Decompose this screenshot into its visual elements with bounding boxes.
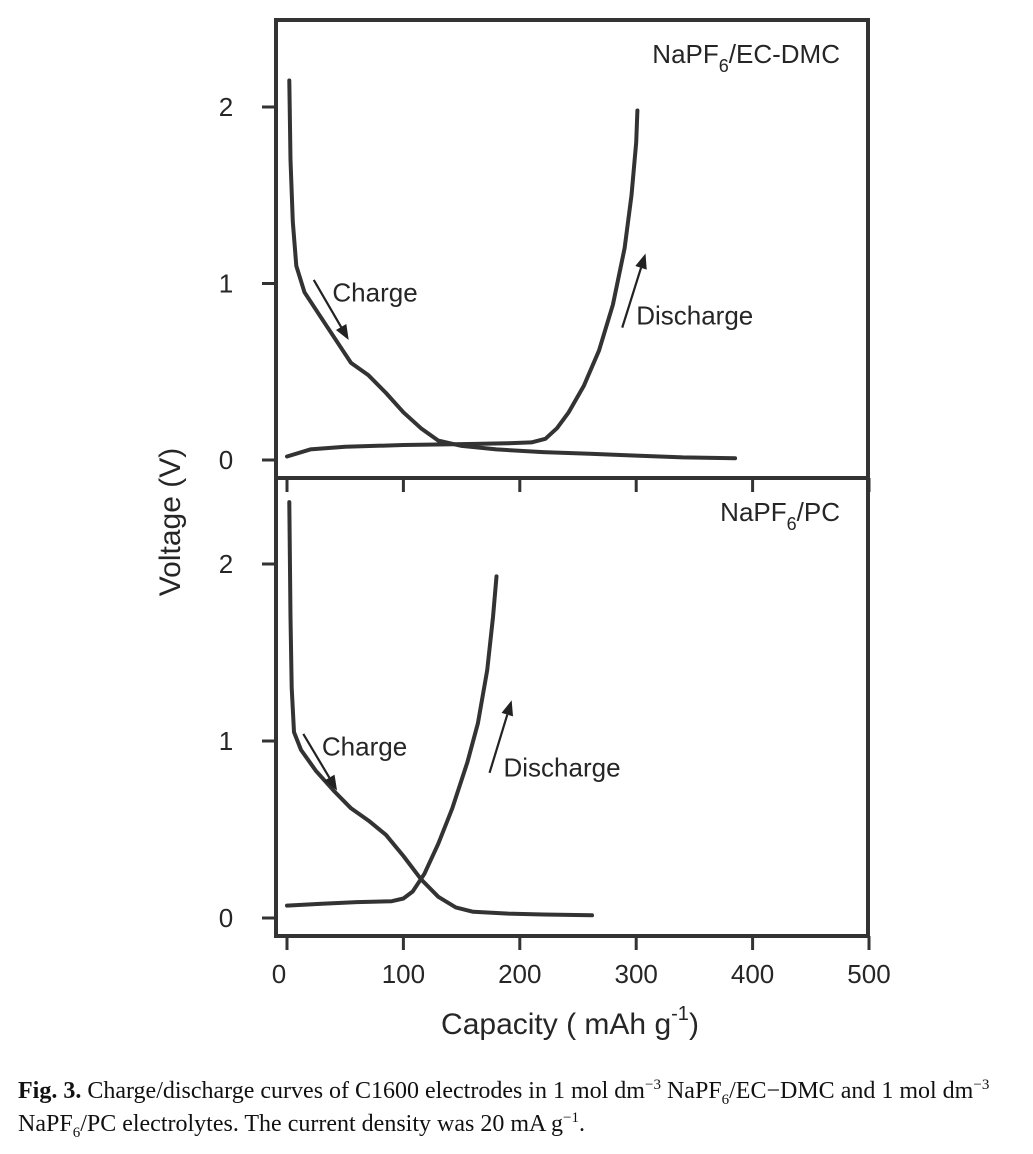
figure-caption: Fig. 3. Charge/discharge curves of C1600…	[18, 1077, 990, 1141]
y-tick-label: 1	[219, 726, 233, 756]
annotation-arrow	[302, 733, 331, 779]
annotation-arrow	[488, 714, 509, 774]
annotation-label: Charge	[322, 731, 407, 761]
annotation-arrow	[312, 279, 343, 328]
panel-label: NaPF6/EC-DMC	[652, 39, 840, 76]
charge-curve	[287, 500, 594, 918]
y-tick-label: 0	[219, 445, 233, 475]
arrow-head	[635, 253, 647, 270]
discharge-curve	[285, 574, 499, 908]
x-tick-label: 300	[615, 959, 658, 989]
y-tick-label: 2	[219, 549, 233, 579]
charge-discharge-figure: 2 1 0 NaPF6/EC-DMC Charge Discharge 2 1 0 NaPF6/…	[154, 18, 891, 1041]
panel-pc: 2 1 0 NaPF6/PC Charge Discharge	[219, 476, 871, 950]
arrow-head	[324, 774, 338, 791]
annotation-label: Discharge	[636, 300, 753, 330]
annotation-arrow	[621, 267, 643, 328]
panel-label: NaPF6/PC	[720, 497, 840, 534]
y-tick-label: 0	[219, 903, 233, 933]
x-tick-label: 500	[847, 959, 890, 989]
y-axis-title: Voltage (V)	[154, 448, 187, 596]
arrow-head	[335, 323, 349, 340]
x-axis: 0 100 200 300 400 500	[272, 959, 891, 989]
x-tick-label: 0	[272, 959, 286, 989]
caption-figure-label: Fig. 3.	[18, 1078, 82, 1104]
x-tick-label: 100	[382, 959, 425, 989]
panel-ec-dmc: 2 1 0 NaPF6/EC-DMC Charge Discharge	[219, 18, 871, 492]
arrow-head	[501, 700, 514, 717]
charge-curve	[287, 78, 738, 461]
panel-frame	[274, 476, 870, 938]
x-axis-title: Capacity ( mAh g-1)	[441, 1003, 699, 1041]
annotation-label: Charge	[332, 277, 417, 307]
y-tick-label: 2	[219, 92, 233, 122]
annotation-label: Discharge	[504, 753, 621, 783]
x-tick-label: 400	[731, 959, 774, 989]
discharge-curve	[285, 108, 640, 459]
y-tick-label: 1	[219, 269, 233, 299]
x-tick-label: 200	[498, 959, 541, 989]
